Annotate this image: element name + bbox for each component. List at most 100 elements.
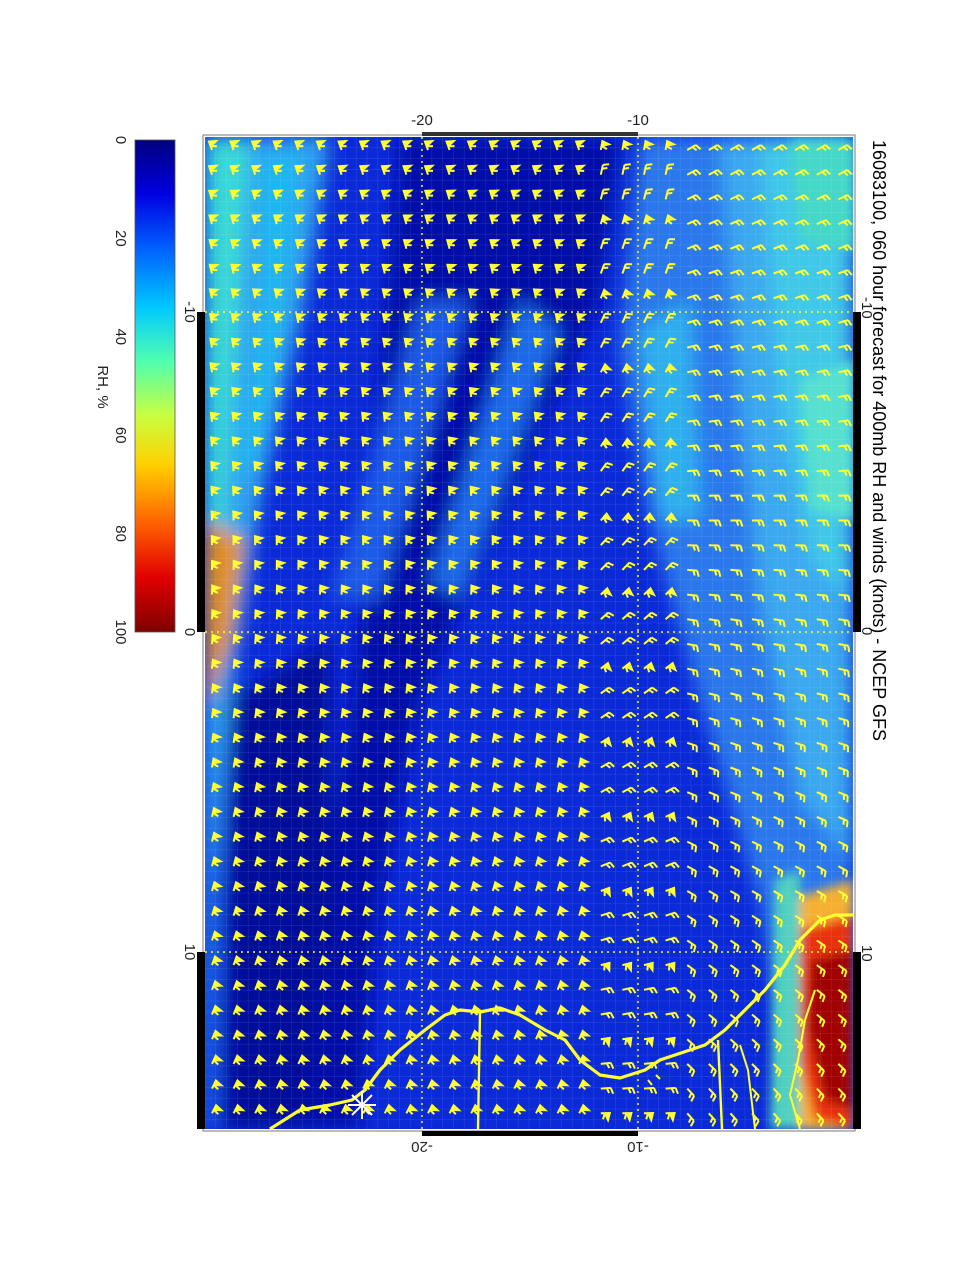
wind-barb <box>729 890 741 903</box>
wind-barb <box>489 288 501 299</box>
wind-barb <box>511 362 524 373</box>
wind-barb <box>621 288 635 300</box>
wind-barb <box>686 1087 696 1102</box>
wind-barb <box>643 1086 658 1095</box>
wind-barb <box>383 732 396 743</box>
wind-barb <box>229 239 242 250</box>
wind-barb <box>664 337 677 349</box>
wind-barb <box>578 707 591 719</box>
wind-barb <box>381 263 393 274</box>
wind-barb <box>383 1029 397 1041</box>
wind-barb <box>275 930 289 942</box>
wind-barb <box>531 164 544 176</box>
wind-barb <box>687 494 701 502</box>
wind-barb <box>362 955 376 967</box>
wind-barb <box>383 510 395 521</box>
wind-barb <box>621 636 636 645</box>
wind-barb <box>751 269 767 277</box>
wind-barb <box>751 815 763 828</box>
wind-barb <box>383 534 395 546</box>
wind-barb <box>383 757 396 768</box>
wind-barb <box>556 1078 570 1091</box>
wind-barb <box>621 561 636 571</box>
wind-barb <box>448 1029 462 1041</box>
wind-barb <box>729 865 741 878</box>
wind-barb <box>751 369 766 377</box>
wind-barb <box>838 369 853 377</box>
wind-barb <box>337 189 349 200</box>
wind-barb <box>254 608 266 620</box>
wind-barb <box>470 608 482 620</box>
wind-barb <box>210 460 222 472</box>
wind-barb <box>275 979 289 991</box>
wind-barb <box>447 411 459 422</box>
wind-barb <box>708 169 723 177</box>
wind-barb <box>730 319 745 327</box>
wind-barb <box>795 643 807 653</box>
wind-barb <box>252 362 264 373</box>
wind-barb <box>532 239 544 250</box>
wind-barb <box>794 269 810 277</box>
wind-barb <box>448 1078 462 1091</box>
wind-barb <box>467 288 480 299</box>
wind-barb <box>686 319 702 327</box>
wind-barb <box>751 1013 761 1028</box>
wind-barb <box>362 831 375 842</box>
wind-barb <box>362 930 375 942</box>
wind-barb <box>708 643 721 653</box>
wind-barb <box>405 905 419 917</box>
axis-bottom-labels: -20 -10 <box>411 1138 649 1155</box>
wind-barb <box>708 791 720 803</box>
wind-barb <box>427 831 440 842</box>
wind-barb <box>622 1011 637 1019</box>
wind-barb <box>232 559 244 570</box>
wind-barb <box>578 584 590 595</box>
wind-barb <box>232 707 245 719</box>
wind-barb <box>708 1112 717 1127</box>
wind-barb <box>686 692 699 703</box>
wind-barb <box>708 741 720 753</box>
wind-barb <box>210 534 222 546</box>
wind-barb <box>708 544 722 552</box>
wind-barb <box>556 1103 570 1115</box>
wind-barb <box>533 386 545 398</box>
wind-barb <box>556 930 570 942</box>
wind-barb <box>730 294 745 302</box>
wind-barb <box>232 1004 246 1016</box>
wind-barb <box>795 544 808 552</box>
wind-barb <box>232 955 246 967</box>
wind-barb <box>554 288 566 299</box>
wind-barb <box>575 189 587 200</box>
wind-barb <box>251 263 264 274</box>
wind-barb <box>535 930 548 942</box>
wind-barb <box>794 741 806 753</box>
wind-barb <box>664 437 678 449</box>
wind-barb <box>295 386 308 398</box>
wind-barb <box>490 411 502 422</box>
wind-barb <box>795 618 808 628</box>
wind-barb <box>275 584 287 595</box>
wind-barb <box>383 979 397 991</box>
wind-barb <box>446 288 458 299</box>
wind-barb <box>360 411 373 422</box>
wind-barb <box>708 519 722 527</box>
colorbar-tick-label: 0 <box>112 136 129 144</box>
wind-barb <box>319 1103 333 1115</box>
wind-barb <box>664 561 679 571</box>
wind-barb <box>340 905 354 917</box>
wind-barb <box>838 269 853 277</box>
wind-barb <box>622 861 637 869</box>
wind-barb <box>578 559 590 570</box>
wind-barb <box>470 955 484 967</box>
wind-barb <box>405 880 418 892</box>
wind-barb <box>621 312 633 324</box>
wind-barb <box>773 244 788 252</box>
wind-barb <box>295 312 307 324</box>
wind-barb <box>426 534 438 546</box>
wind-barb <box>273 337 286 348</box>
wind-barb <box>405 979 419 991</box>
wind-barb <box>751 469 766 477</box>
wind-barb <box>555 386 567 398</box>
wind-barb <box>773 815 784 828</box>
